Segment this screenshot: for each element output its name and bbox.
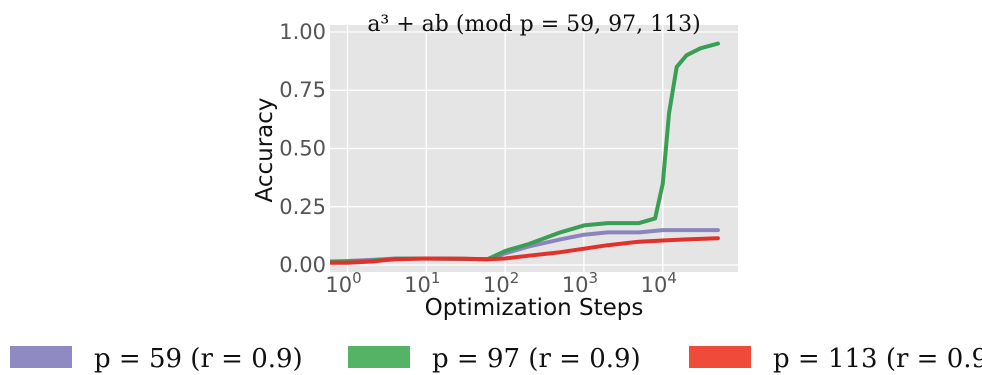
- legend-swatch: [689, 346, 751, 368]
- y-tick-label: 1.00: [279, 20, 326, 44]
- legend-label: p = 97 (r = 0.9): [432, 344, 641, 374]
- x-tick-labels: 100 101 102 103 104: [325, 269, 677, 297]
- legend-swatch: [348, 346, 410, 368]
- y-tick-label: 0.00: [279, 253, 326, 277]
- x-tick-label: 103: [562, 269, 598, 297]
- legend: p = 59 (r = 0.9) p = 97 (r = 0.9) p = 113 …: [10, 344, 982, 374]
- legend-label: p = 113 (r = 0.9): [773, 344, 982, 374]
- x-tick-label: 104: [641, 269, 677, 297]
- x-tick-label: 100: [325, 269, 361, 297]
- legend-swatch: [10, 346, 72, 368]
- chart-title: a³ + ab (mod p = 59, 97, 113): [367, 12, 700, 37]
- y-axis-label: Accuracy: [252, 97, 278, 202]
- y-tick-label: 0.50: [279, 137, 326, 161]
- series-line: [330, 236, 720, 265]
- legend-label: p = 59 (r = 0.9): [94, 344, 303, 374]
- y-tick-label: 0.25: [279, 195, 326, 219]
- x-axis-label: Optimization Steps: [425, 295, 644, 321]
- y-tick-labels: 0.00 0.25 0.50 0.75 1.00: [279, 20, 326, 277]
- x-tick-label: 101: [404, 269, 440, 297]
- y-tick-label: 0.75: [279, 78, 326, 102]
- x-tick-label: 102: [483, 269, 519, 297]
- series-layer: [330, 41, 720, 265]
